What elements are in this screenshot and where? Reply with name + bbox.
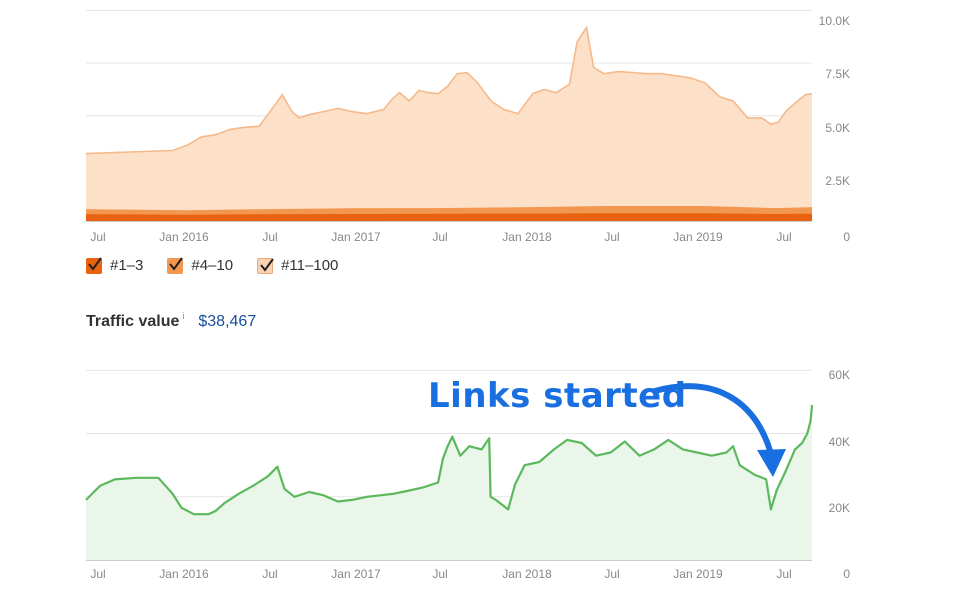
legend-label-1-3: #1–3 <box>110 257 144 274</box>
top-x-tick-label: Jan 2018 <box>502 230 552 244</box>
top-chart-y-axis: 10.0K 7.5K 5.0K 2.5K 0 <box>819 14 851 244</box>
bot-y-tick-label: 0 <box>843 567 850 581</box>
bot-x-tick-label: Jul <box>432 567 447 581</box>
top-chart-legend: #1–3 #4–10 #11–100 <box>86 256 338 274</box>
bot-x-tick-label: Jan 2016 <box>159 567 209 581</box>
legend-checkbox-4-10[interactable] <box>167 256 184 274</box>
line-series--4-10 <box>85 206 813 213</box>
annotation-links-started: Links started <box>428 376 687 416</box>
area-series--11-100 <box>86 27 812 222</box>
annotation-arrow <box>652 383 786 477</box>
traffic-value-amount: $38,467 <box>198 313 257 330</box>
bot-x-tick-label: Jul <box>262 567 277 581</box>
top-x-tick-label: Jan 2016 <box>159 230 209 244</box>
legend-item-4-10[interactable]: #4–10 <box>167 256 234 274</box>
bottom-chart-y-axis: 60K 40K 20K 0 <box>829 368 851 581</box>
bot-x-tick-label: Jul <box>776 567 791 581</box>
top-y-tick-label: 5.0K <box>825 121 850 135</box>
top-y-tick-label: 7.5K <box>825 67 850 81</box>
bot-x-tick-label: Jan 2018 <box>502 567 552 581</box>
top-chart: 10.0K 7.5K 5.0K 2.5K 0 Jul Jan 2016 Jul Jan 201… <box>85 10 851 244</box>
bottom-chart-x-axis: Jul Jan 2016 Jul Jan 2017 Jul Jan 2018 Jul Jan … <box>90 567 791 581</box>
bot-x-tick-label: Jan 2019 <box>673 567 723 581</box>
bot-y-tick-label: 20K <box>829 501 850 515</box>
top-y-tick-label: 10.0K <box>819 14 850 28</box>
top-x-tick-label: Jul <box>90 230 105 244</box>
legend-label-11-100: #11–100 <box>281 257 339 274</box>
bot-x-tick-label: Jul <box>90 567 105 581</box>
bottom-chart: 60K 40K 20K 0 Jul Jan 2016 Jul Jan 2017 Jul Jan … <box>85 368 851 581</box>
top-x-tick-label: Jan 2017 <box>331 230 381 244</box>
bot-x-tick-label: Jul <box>604 567 619 581</box>
top-y-tick-label: 2.5K <box>825 174 850 188</box>
traffic-value-label: Traffic value <box>86 313 180 330</box>
bot-x-tick-label: Jan 2017 <box>331 567 381 581</box>
traffic-value-area <box>86 405 812 560</box>
top-x-tick-label: Jan 2019 <box>673 230 723 244</box>
top-x-tick-label: Jul <box>776 230 791 244</box>
bot-y-tick-label: 60K <box>829 368 850 382</box>
top-x-tick-label: Jul <box>432 230 447 244</box>
top-chart-areas <box>85 25 813 222</box>
legend-item-11-100[interactable]: #11–100 <box>257 257 338 274</box>
traffic-value-row: Traffic value i $38,467 <box>86 311 257 331</box>
top-chart-x-axis: Jul Jan 2016 Jul Jan 2017 Jul Jan 2018 Jul Jan … <box>90 230 791 244</box>
legend-checkbox-11-100[interactable] <box>257 257 274 274</box>
bot-y-tick-label: 40K <box>829 435 850 449</box>
top-x-tick-label: Jul <box>604 230 619 244</box>
legend-item-1-3[interactable]: #1–3 <box>86 256 144 274</box>
info-icon[interactable]: i <box>182 311 185 321</box>
traffic-value-line <box>85 405 814 516</box>
top-x-tick-label: Jul <box>262 230 277 244</box>
line-series--11-100 <box>85 25 813 155</box>
bottom-chart-series <box>85 405 814 560</box>
legend-checkbox-1-3[interactable] <box>86 256 102 274</box>
legend-label-4-10: #4–10 <box>191 257 234 274</box>
line-series--1-3 <box>85 213 813 218</box>
top-y-tick-label: 0 <box>843 230 850 244</box>
